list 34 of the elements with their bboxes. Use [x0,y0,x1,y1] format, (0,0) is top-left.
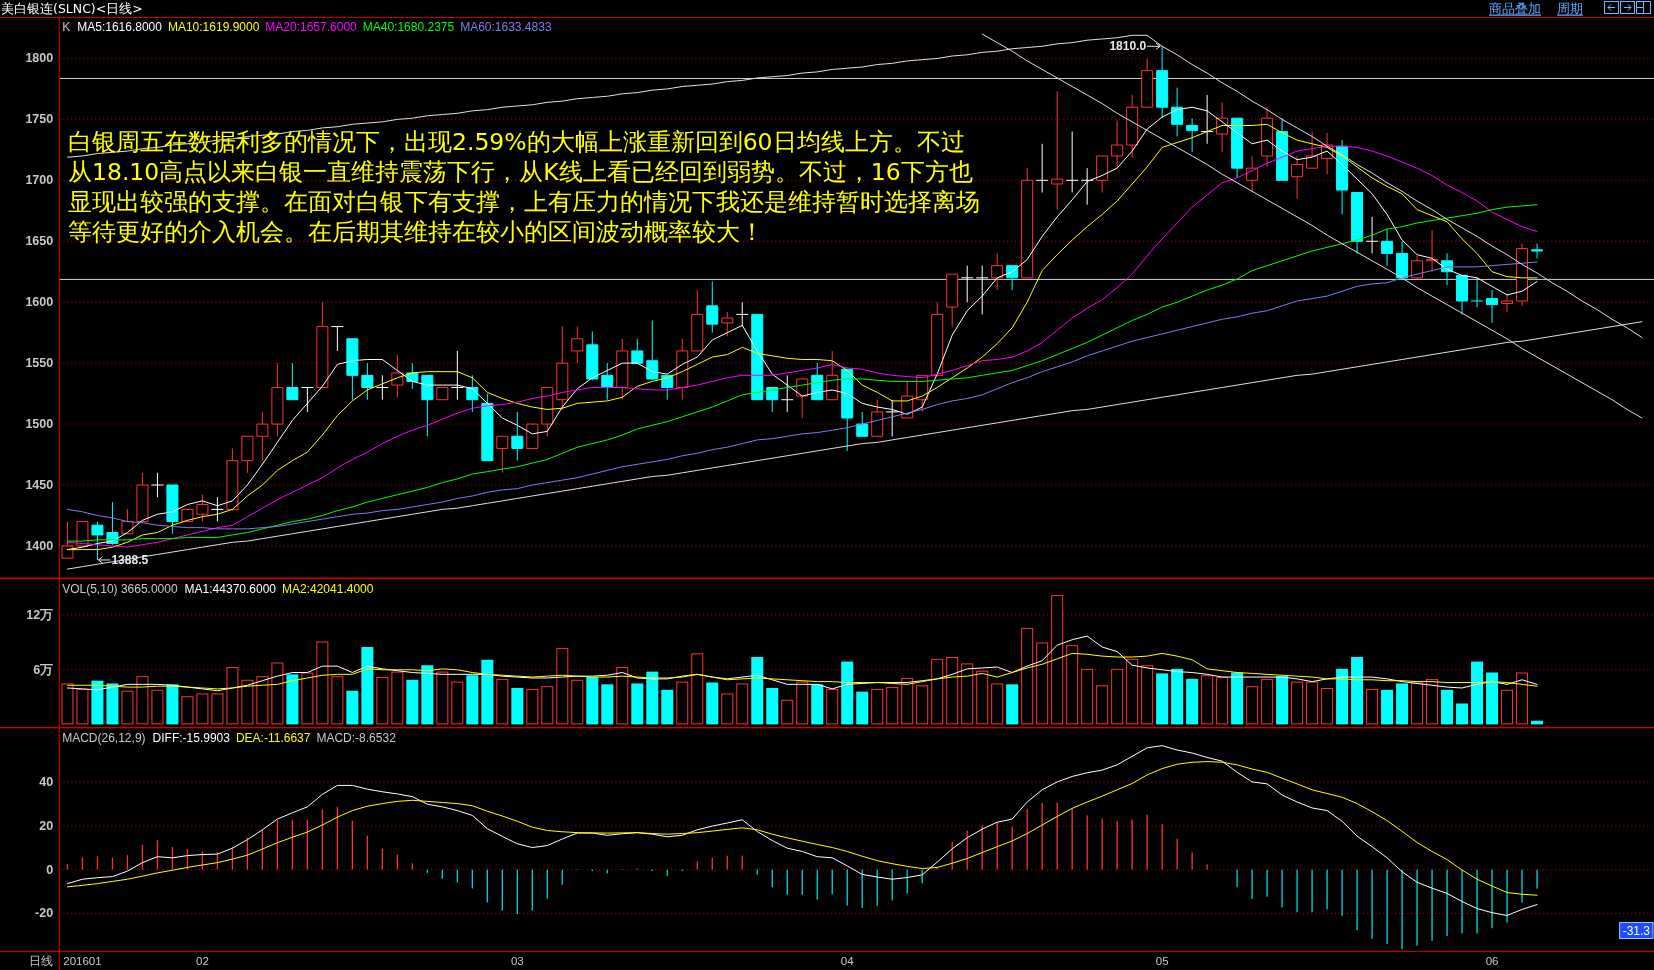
annotation: 从18.10高点以来白银一直维持震荡下行，从K线上看已经回到弱势。不过，16下方也 [68,157,973,186]
x-tick-label: 03 [510,955,524,967]
x-tick-label: 02 [196,955,209,967]
y-tick-label: 20 [39,818,54,833]
y-tick-label: 1650 [25,234,54,249]
y-tick-label: 6万 [33,662,54,677]
x-tick-label: 201601 [63,955,102,967]
annotation: -31.3 [1622,923,1651,938]
y-tick-label: 1600 [25,295,54,310]
text: 周期 [1557,0,1583,16]
legend: MACD(26,12,9) DIFF:-15.9903 DEA:-11.6637 [62,730,311,745]
chart-title: 美白银连(SLNC)<日线> [1,1,143,16]
annotation: MACD:-8.6532 [316,730,397,745]
x-tick-label: 06 [1485,955,1499,967]
annotation: 显现出较强的支撑。在面对白银下有支撑，上有压力的情况下我还是维持暂时选择离场 [68,187,980,216]
y-tick-label: 40 [39,775,54,790]
legend: VOL(5,10) 3665.0000 MA1:44370.6000 MA2:42041.4000 [62,581,374,596]
y-tick-label: 1700 [25,173,54,188]
y-tick-label: 1400 [25,538,54,553]
y-tick-label: 1800 [25,51,54,66]
x-tick-label: 05 [1155,955,1169,967]
y-tick-label: 1450 [25,478,54,493]
text: 商品叠加 [1489,0,1541,16]
legend: K MA5:1616.8000 MA10:1619.9000 MA20:1657.6000 MA40:1680.2375 MA60:1633.4833 [62,20,552,35]
y-tick-label: -20 [35,906,54,921]
annotation: 等待更好的介入机会。在后期其维持在较小的区间波动概率较大！ [68,217,764,246]
annotation: 1810.0 [1109,39,1147,54]
y-tick-label: 1750 [25,112,54,127]
x-axis-title: 日线 [29,954,54,968]
y-tick-label: 0 [46,862,54,877]
y-tick-label: 1500 [25,417,54,432]
y-tick-label: 12万 [26,608,54,623]
x-tick-label: 04 [840,955,855,967]
y-tick-label: 1550 [25,356,54,371]
